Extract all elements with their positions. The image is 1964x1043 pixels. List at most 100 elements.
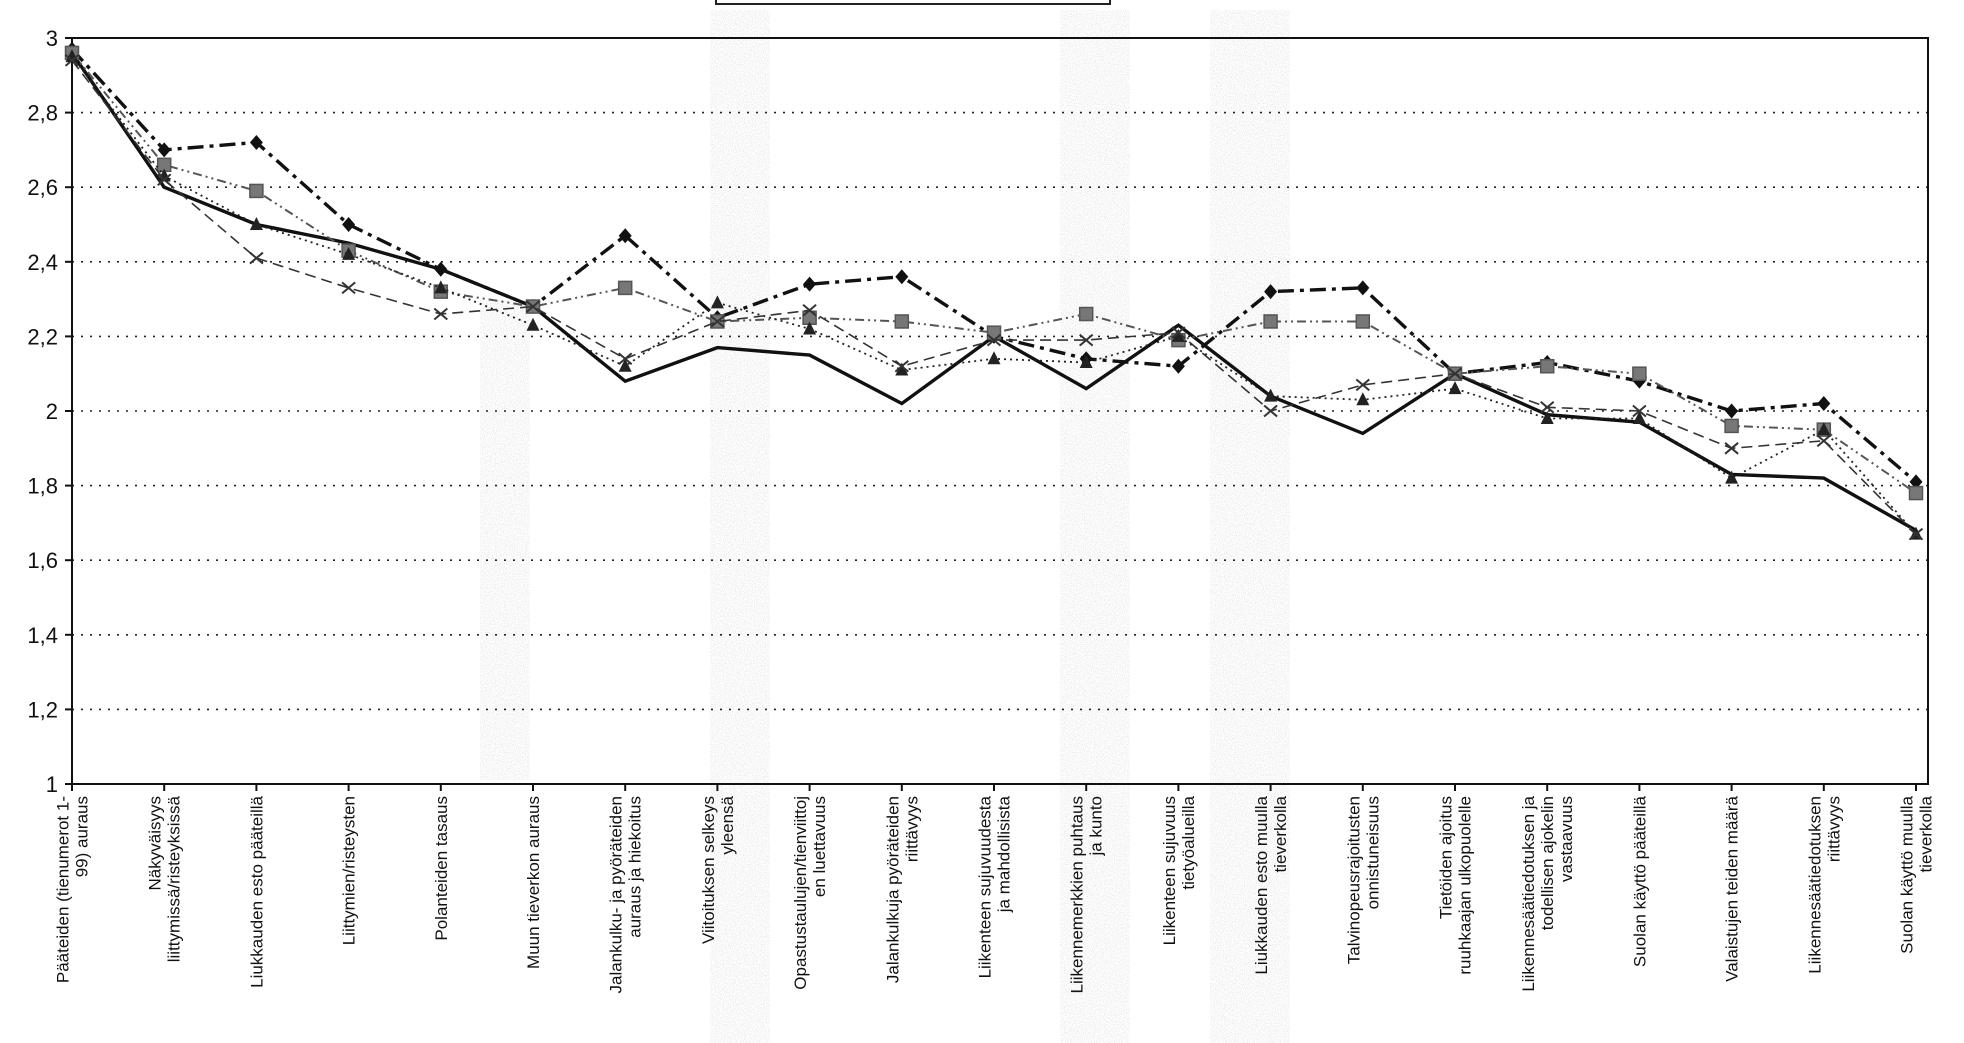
data-point-x-stroke — [1447, 367, 1463, 380]
data-point-triangle — [1540, 410, 1554, 424]
y-tick-label: 1,4 — [27, 623, 58, 648]
y-tick-label: 2 — [46, 399, 58, 424]
data-point-diamond — [618, 228, 632, 244]
x-tick-label-line: Muun tieverkon auraus — [524, 796, 543, 969]
data-point-triangle — [342, 246, 356, 260]
data-point-x — [986, 333, 1002, 347]
data-point-x — [249, 251, 264, 265]
data-point-triangle — [1725, 470, 1739, 484]
y-tick-label: 1,8 — [27, 474, 58, 499]
data-point-triangle — [1264, 388, 1278, 402]
data-point-diamond — [895, 269, 909, 285]
series-line — [71, 52, 1917, 494]
data-point-triangle — [434, 280, 448, 294]
data-point-x-stroke — [894, 359, 909, 373]
x-tick-label-line: auraus ja hiekoitus — [626, 796, 645, 938]
data-point-diamond — [157, 142, 171, 158]
data-point-x — [1632, 404, 1647, 418]
x-tick-label: Suolan käyttö muullatieverkolla — [1898, 795, 1936, 953]
data-point-square — [617, 280, 633, 296]
data-point-x — [433, 307, 448, 321]
x-tick-label: Valaistujen teiden määrä — [1723, 795, 1742, 981]
x-tick-label-line: yleensä — [718, 795, 737, 854]
data-point-x — [341, 281, 356, 295]
x-tick-label: Näkyväisyysliittymissä/risteyksissä — [146, 795, 184, 962]
x-tick-label-line: Pääteiden (tienumerot 1- — [54, 796, 73, 983]
data-point-diamond — [1171, 358, 1185, 374]
data-point-x — [1816, 434, 1831, 448]
x-tick-label: Viitoituksen selkeysyleensä — [699, 795, 737, 944]
x-tick-label: Jalankulkuja pyöräteidenriittävyys — [883, 796, 921, 983]
x-tick-label: Liikennesäätiedotuksenriittävyys — [1805, 796, 1843, 974]
data-point-diamond — [342, 217, 356, 232]
x-tick-label: Liikenteen sujuvuudestaja mahdollisista — [976, 795, 1014, 978]
y-tick-label: 2,4 — [27, 250, 58, 275]
x-tick-label: Opastustaulujen/tienviittojen luettavuus — [791, 796, 829, 990]
data-point-diamond — [803, 276, 817, 292]
x-tick-label-line: Liikennesäätiedotuksen — [1805, 796, 1824, 974]
x-tick-label: Muun tieverkon auraus — [524, 796, 543, 969]
data-point-triangle — [710, 295, 724, 309]
series-1 — [70, 51, 1917, 532]
x-tick-label: Suolan käyttö pääteillä — [1630, 795, 1649, 967]
data-point-x-stroke — [525, 300, 541, 313]
x-tick-label-line: ja mahdollisista — [995, 795, 1014, 913]
data-point-x-stroke — [1908, 527, 1924, 541]
data-point-x — [1079, 333, 1094, 347]
x-tick-label-line: riittävyys — [1824, 796, 1843, 862]
data-point-x-stroke — [1079, 333, 1094, 347]
gridlines — [72, 111, 1928, 711]
legend-box-edge — [715, 0, 1111, 5]
data-point-x — [802, 304, 817, 317]
data-point-x-stroke — [341, 281, 356, 295]
x-tick-label-line: riittävyys — [902, 796, 921, 862]
x-tick-label: Liukkauden esto muullatieverkolla — [1252, 795, 1290, 974]
data-point-x-stroke — [1355, 378, 1370, 392]
x-tick-label-line: vastaavuus — [1557, 796, 1576, 882]
data-point-triangle — [895, 362, 909, 376]
x-tick-label: Tietöiden ajoitusruuhkaajan ulkopuolelle — [1437, 796, 1475, 975]
data-point-x-stroke — [802, 304, 817, 317]
x-tick-label-line: Liikennesäätiedotuksen ja — [1519, 795, 1538, 991]
data-point-square — [894, 314, 910, 329]
data-point-x — [1908, 527, 1924, 541]
x-tick-label: Liikennemerkkien puhtausja kunto — [1068, 796, 1106, 994]
x-tick-label-line: tieverkolla — [1917, 795, 1936, 872]
data-point-diamond — [1817, 396, 1831, 412]
y-tick-label: 1,2 — [27, 697, 58, 722]
series-5 — [64, 54, 1924, 541]
data-point-square — [1263, 314, 1278, 329]
data-point-square — [1632, 366, 1647, 381]
data-point-x-stroke — [1724, 442, 1739, 455]
x-tick-label-line: Liikennemerkkien puhtaus — [1068, 796, 1087, 994]
y-tick-label: 1,6 — [27, 548, 58, 573]
axes — [65, 37, 1929, 791]
x-tick-label-line: liittymissä/risteyksissä — [165, 795, 184, 962]
x-tick-label-line: Liukkauden esto pääteillä — [247, 795, 266, 987]
x-tick-label: Liikenteen sujuvuustietyöalueilla — [1160, 795, 1198, 945]
data-point-square — [1078, 306, 1094, 322]
x-tick-label-line: tietyöalueilla — [1179, 795, 1198, 889]
data-point-diamond — [1356, 280, 1370, 296]
series-line — [71, 59, 1917, 535]
series-3 — [64, 45, 1924, 501]
data-point-triangle — [249, 217, 263, 230]
y-tick-label: 2,2 — [27, 324, 58, 349]
x-tick-label-line: Viitoituksen selkeys — [699, 796, 718, 944]
data-point-triangle — [1632, 410, 1646, 424]
data-point-x — [618, 352, 633, 366]
data-point-x-stroke — [157, 173, 172, 187]
data-point-triangle — [803, 321, 817, 335]
x-tick-label-line: Liittymien/risteysten — [340, 796, 359, 945]
data-point-x — [525, 300, 541, 313]
data-point-x — [1355, 378, 1370, 392]
data-point-triangle — [1448, 381, 1462, 395]
x-tick-label: Jalankulku- ja pyöräteidenauraus ja hiek… — [607, 796, 645, 994]
series-line — [70, 51, 1917, 532]
data-point-x-stroke — [249, 251, 264, 265]
y-tick-label: 1 — [46, 772, 58, 797]
x-tick-label-line: ruuhkaajan ulkopuolelle — [1456, 796, 1475, 975]
x-tick-label: Liukkauden esto pääteillä — [247, 795, 266, 987]
data-point-triangle — [987, 351, 1001, 365]
